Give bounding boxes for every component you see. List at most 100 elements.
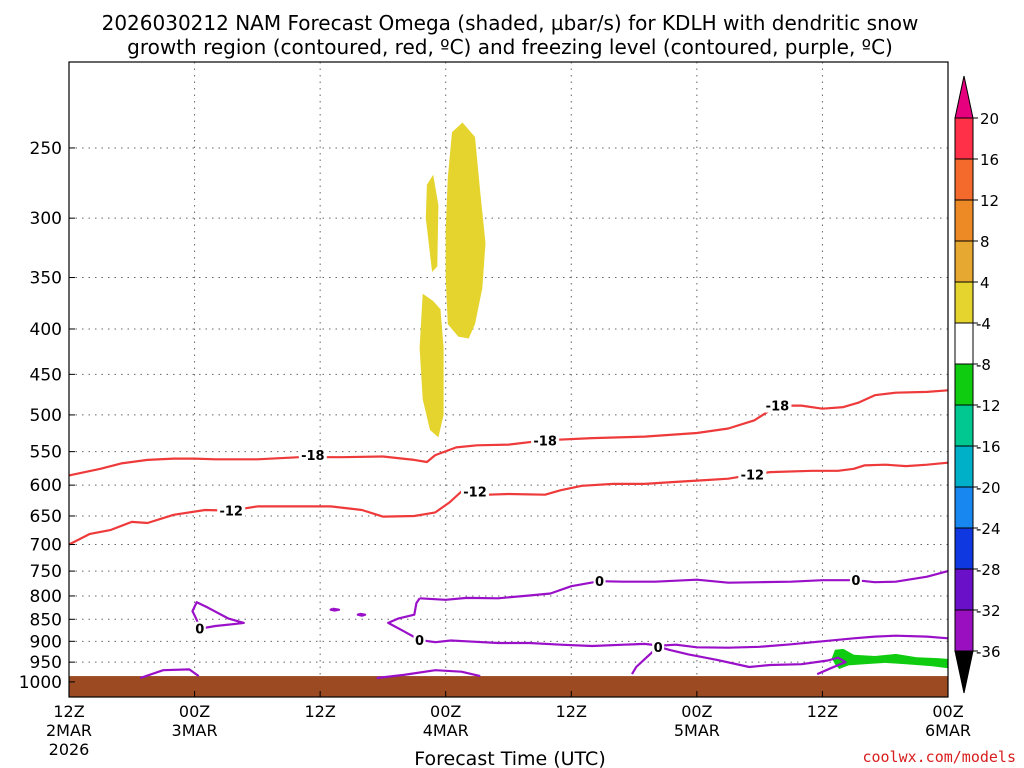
colorbar-bin-2 — [954, 199, 974, 242]
y-tick-label-350: 350 — [30, 269, 62, 289]
dgz-label-bg-1-1 — [461, 484, 490, 499]
freezing-label-0-0: 0 — [595, 575, 604, 590]
dgz-label-bg-1-2 — [738, 467, 767, 482]
colorbar-bin-11 — [954, 568, 974, 611]
freezing-contour-2 — [191, 601, 245, 630]
omega-region-1 — [425, 174, 439, 272]
colorbar-label-6: -8 — [976, 356, 991, 374]
freezing-label-bg-2-0 — [193, 621, 206, 636]
dgz-label-bg-1-0 — [217, 503, 246, 518]
colorbar-label-13: -36 — [976, 643, 1001, 661]
x-tick-label-h36-2: 4MAR — [423, 721, 469, 740]
colorbar-label-10: -24 — [976, 520, 1001, 538]
freezing-contour-5 — [376, 669, 481, 680]
x-tick-label-h84-2: 6MAR — [925, 721, 971, 740]
y-tick-label-450: 450 — [30, 365, 62, 385]
x-tick-label-h0-1: 12Z — [53, 702, 84, 721]
x-tick-label-h84-1: 00Z — [932, 702, 963, 721]
dgz-label-0-2: -18 — [766, 400, 790, 415]
y-tick-label-500: 500 — [30, 406, 62, 426]
freezing-label-0-1: 0 — [851, 574, 860, 589]
x-tick-label-h36-1: 00Z — [430, 702, 461, 721]
dgz-label-0-1: -18 — [533, 434, 557, 449]
omega-region-0 — [445, 122, 486, 339]
dgz-label-bg-0-0 — [298, 448, 327, 463]
colorbar-label-5: -4 — [976, 315, 991, 333]
y-tick-label-750: 750 — [30, 562, 62, 582]
colorbar-bin-0 — [954, 117, 974, 160]
chart-title-line-2: growth region (contoured, red, ºC) and f… — [127, 35, 893, 59]
y-tick-label-250: 250 — [30, 139, 62, 159]
dgz-label-1-1: -12 — [463, 486, 487, 501]
y-tick-label-600: 600 — [30, 476, 62, 496]
colorbar-bin-12 — [954, 609, 974, 652]
x-tick-label-h72-1: 12Z — [807, 702, 838, 721]
colorbar-label-1: 16 — [980, 151, 999, 169]
y-tick-label-400: 400 — [30, 320, 62, 340]
y-tick-label-300: 300 — [30, 209, 62, 229]
freezing-label-bg-3-0 — [652, 639, 665, 654]
colorbar-bin-10 — [954, 527, 974, 570]
colorbar-label-4: 4 — [980, 274, 990, 292]
x-tick-label-h60-2: 5MAR — [674, 721, 720, 740]
colorbar-label-3: 8 — [980, 233, 990, 251]
freezing-label-2-0: 0 — [195, 623, 204, 638]
freezing-contour-4 — [139, 668, 200, 680]
x-tick-label-h24-1: 12Z — [304, 702, 335, 721]
freezing-label-3-0: 0 — [654, 641, 663, 656]
freezing-label-bg-1-0 — [413, 633, 426, 648]
freezing-label-bg-0-0 — [593, 574, 606, 589]
dgz-label-bg-0-2 — [763, 398, 792, 413]
colorbar-label-0: 20 — [980, 110, 999, 128]
ground-surface — [69, 676, 948, 697]
x-tick-label-h12-1: 00Z — [179, 702, 210, 721]
contour-labels: -18 -18 -18 -12 -12 -12 0 0 0 0 0 — [193, 398, 862, 656]
freezing-contour-1 — [387, 597, 949, 649]
colorbar-bin-9 — [954, 486, 974, 529]
colorbar-label-12: -32 — [976, 602, 1001, 620]
colorbar-bin-5 — [954, 322, 974, 365]
omega-region-2 — [419, 293, 444, 438]
colorbar-bin-3 — [954, 240, 974, 283]
x-tick-label-h0-3: 2026 — [49, 740, 90, 759]
y-tick-label-550: 550 — [30, 443, 62, 463]
y-tick-label-800: 800 — [30, 587, 62, 607]
omega-shading — [419, 122, 948, 669]
ground-block — [69, 676, 948, 697]
y-tick-label-900: 900 — [30, 632, 62, 652]
y-axis-pressure: 2503003504004505005506006507007508008509… — [19, 139, 75, 693]
colorbar-bin-1 — [954, 158, 974, 201]
y-tick-label-1000: 1000 — [19, 673, 62, 693]
colorbar-label-9: -20 — [976, 479, 1001, 497]
omega-region-3 — [831, 648, 948, 669]
dgz-label-bg-0-1 — [531, 433, 560, 448]
y-tick-label-650: 650 — [30, 507, 62, 527]
colorbar-label-11: -28 — [976, 561, 1001, 579]
freezing-contour-3 — [631, 645, 847, 676]
freezing-contour-0 — [419, 570, 949, 601]
omega-colorbar: 20 16 12 8 4 -4 -8 -12 -16 -20 -24 -28 -32 -36 — [954, 75, 1001, 694]
colorbar-top-arrow — [954, 75, 974, 119]
dgz-label-1-0: -12 — [219, 505, 243, 520]
colorbar-bin-7 — [954, 404, 974, 447]
colorbar-bin-6 — [954, 363, 974, 406]
freezing-contour-7 — [356, 612, 367, 617]
site-credit: coolwx.com/models — [862, 748, 1016, 766]
y-tick-label-850: 850 — [30, 610, 62, 630]
freezing-contour-6 — [329, 607, 341, 612]
freezing-label-1-0: 0 — [415, 634, 424, 649]
colorbar-label-8: -16 — [976, 438, 1001, 456]
freezing-label-bg-0-1 — [849, 573, 862, 588]
colorbar-bottom-arrow — [954, 650, 974, 694]
colorbar-label-7: -12 — [976, 397, 1001, 415]
contour-lines — [68, 389, 949, 680]
chart-title-line-1: 2026030212 NAM Forecast Omega (shaded, µ… — [102, 11, 919, 35]
dgz-label-0-0: -18 — [301, 449, 325, 464]
x-axis-label: Forecast Time (UTC) — [414, 748, 605, 768]
colorbar-bin-4 — [954, 281, 974, 324]
y-tick-label-700: 700 — [30, 536, 62, 556]
x-tick-label-h12-2: 3MAR — [172, 721, 218, 740]
y-tick-label-950: 950 — [30, 653, 62, 673]
colorbar-label-2: 12 — [980, 192, 999, 210]
